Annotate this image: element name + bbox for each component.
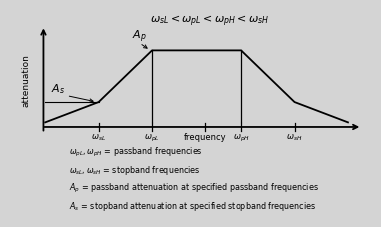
- Text: attenuation: attenuation: [21, 54, 30, 107]
- Text: $\omega_{pH}$: $\omega_{pH}$: [233, 133, 250, 144]
- Text: $\omega_{sH}$: $\omega_{sH}$: [287, 133, 303, 143]
- Text: $\omega_{sL}$: $\omega_{sL}$: [91, 133, 106, 143]
- Text: frequency: frequency: [184, 133, 227, 141]
- Text: $A_s$: $A_s$: [51, 82, 65, 96]
- Text: $\omega_{sL},\omega_{sH}$ = stopband frequencies: $\omega_{sL},\omega_{sH}$ = stopband fre…: [69, 164, 200, 177]
- Text: $A_p$ = passband attenuation at specified passband frequencies: $A_p$ = passband attenuation at specifie…: [69, 182, 319, 195]
- Text: $\omega_{sL} < \omega_{pL} < \omega_{pH} < \omega_{sH}$: $\omega_{sL} < \omega_{pL} < \omega_{pH}…: [150, 14, 269, 29]
- Text: $\omega_{pL}$: $\omega_{pL}$: [144, 133, 160, 144]
- Text: $\omega_{pL},\omega_{pH}$ = passband frequencies: $\omega_{pL},\omega_{pH}$ = passband fre…: [69, 146, 202, 159]
- Text: $A_p$: $A_p$: [132, 28, 147, 45]
- Text: $A_s$ = stopband attenuation at specified stopband frequencies: $A_s$ = stopband attenuation at specifie…: [69, 200, 316, 213]
